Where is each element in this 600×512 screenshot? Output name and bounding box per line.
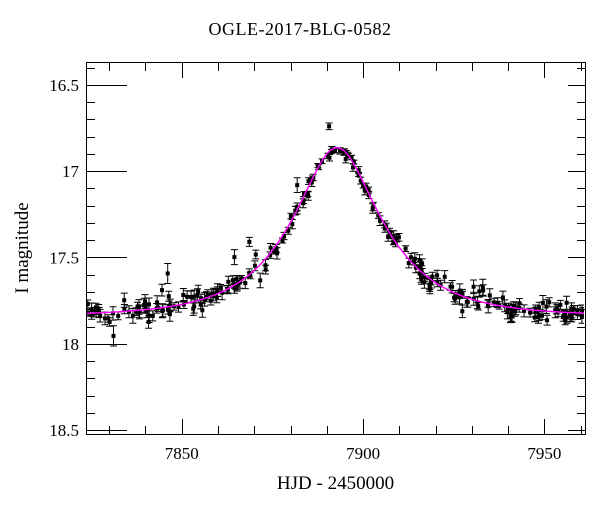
x-tick-labels: 7850 7900 7950 <box>165 444 562 463</box>
y-tick-labels: 16.5 17 17.5 18 18.5 <box>49 76 79 440</box>
y-axis-label: I magnitude <box>12 202 33 294</box>
x-tick-label: 7950 <box>527 444 561 463</box>
y-tick-label: 17 <box>62 162 80 181</box>
axes <box>86 62 586 435</box>
y-tick-label: 16.5 <box>49 76 79 95</box>
y-tick-label: 17.5 <box>49 249 79 268</box>
y-tick-label: 18.5 <box>49 421 79 440</box>
model-curve <box>87 146 584 315</box>
plot-title: OGLE-2017-BLG-0582 <box>208 19 392 39</box>
y-tick-label: 18 <box>62 335 79 354</box>
plot-frame <box>86 62 586 435</box>
x-axis-label: HJD - 2450000 <box>276 473 395 494</box>
x-tick-label: 7850 <box>165 444 199 463</box>
data-layer <box>87 122 584 347</box>
x-tick-label: 7900 <box>346 444 380 463</box>
data-points <box>87 124 584 338</box>
